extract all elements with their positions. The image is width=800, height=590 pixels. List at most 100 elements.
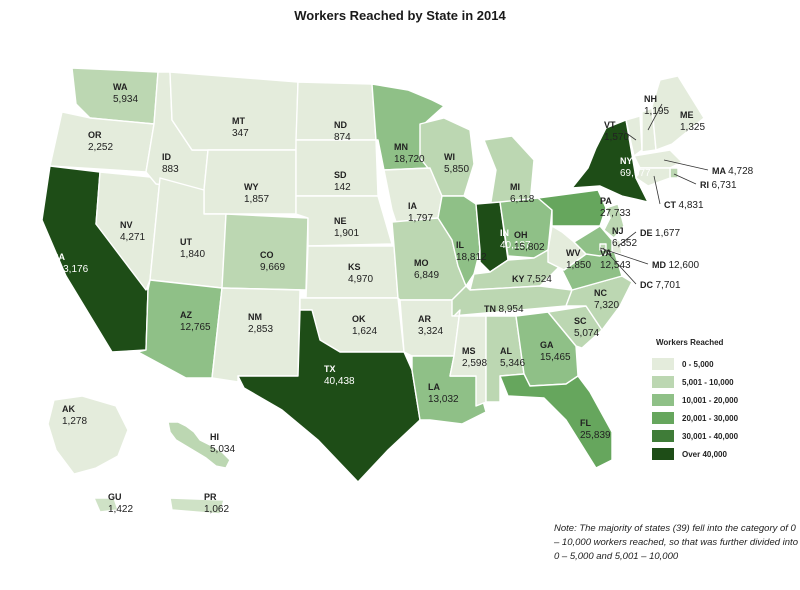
legend-swatch [652, 448, 674, 460]
state-abbr-tx: TX [324, 364, 336, 374]
state-value-ms: 2,598 [462, 358, 487, 369]
state-abbr-la: LA [428, 382, 440, 392]
state-label-ct: CT 4,831 [664, 200, 704, 211]
state-value-co: 9,669 [260, 262, 285, 273]
state-label-md: MD 12,600 [652, 260, 700, 271]
state-abbr-ms: MS [462, 346, 476, 356]
state-nj [603, 203, 625, 239]
legend-swatch [652, 376, 674, 388]
state-abbr-or: OR [88, 130, 102, 140]
state-label-dc: DC 7,701 [640, 280, 681, 291]
state-value-tx: 40,438 [324, 376, 355, 387]
state-abbr-mn: MN [394, 142, 408, 152]
state-value-ga: 15,465 [540, 352, 571, 363]
state-abbr-ak: AK [62, 404, 75, 414]
state-abbr-nh: NH [644, 94, 657, 104]
state-value-ca: 243,176 [52, 264, 89, 275]
legend-swatch [652, 394, 674, 406]
state-label-ky: KY 7,524 [512, 274, 552, 285]
leader-line-nh [647, 103, 663, 131]
state-abbr-ny: NY [620, 156, 633, 166]
legend-label: 20,001 - 30,000 [682, 413, 739, 423]
state-wy [203, 149, 297, 215]
state-abbr-nc: NC [594, 288, 607, 298]
state-label-de: DE 1,677 [640, 228, 680, 239]
state-value-fl: 25,839 [580, 430, 611, 441]
map-title: Workers Reached by State in 2014 [294, 8, 506, 23]
state-abbr-ar: AR [418, 314, 431, 324]
state-value-nc: 7,320 [594, 300, 619, 311]
state-abbr-sd: SD [334, 170, 347, 180]
legend-item: 10,001 - 20,000 [652, 391, 762, 409]
state-abbr-fl: FL [580, 418, 591, 428]
legend-label: 5,001 - 10,000 [682, 377, 734, 387]
state-ks [305, 245, 399, 299]
state-ct [635, 167, 671, 187]
state-value-ny: 69,677 [620, 168, 651, 179]
state-abbr-il: IL [456, 240, 465, 250]
legend-title: Workers Reached [656, 338, 724, 347]
state-value-vt: 1,570 [604, 132, 629, 143]
legend-swatch [652, 412, 674, 424]
state-value-pa: 27,733 [600, 208, 631, 219]
state-abbr-ks: KS [348, 262, 361, 272]
state-ny [571, 119, 649, 203]
state-value-sc: 5,074 [574, 328, 599, 339]
leader-line-vt [621, 129, 637, 141]
state-value-mt: 347 [232, 128, 249, 139]
state-abbr-ia: IA [408, 201, 418, 211]
legend-label: 10,001 - 20,000 [682, 395, 739, 405]
state-value-ut: 1,840 [180, 249, 205, 260]
state-value-wv: 1,850 [566, 260, 591, 271]
state-abbr-nd: ND [334, 120, 347, 130]
state-label-tn: TN 8,954 [484, 304, 524, 315]
legend-item: 0 - 5,000 [652, 355, 762, 373]
state-value-ar: 3,324 [418, 326, 443, 337]
state-abbr-wv: WV [566, 248, 581, 258]
state-abbr-mt: MT [232, 116, 245, 126]
state-abbr-ne: NE [334, 216, 347, 226]
state-value-al: 5,346 [500, 358, 525, 369]
state-abbr-oh: OH [514, 230, 528, 240]
state-abbr-va: VA [600, 248, 612, 258]
legend-item: Over 40,000 [652, 445, 762, 463]
state-abbr-hi: HI [210, 432, 219, 442]
state-value-sd: 142 [334, 182, 351, 193]
state-abbr-ga: GA [540, 340, 554, 350]
state-nm [211, 287, 301, 383]
state-ma [633, 149, 683, 169]
state-value-ks: 4,970 [348, 274, 373, 285]
state-abbr-ok: OK [352, 314, 366, 324]
leader-line-ct [653, 175, 661, 205]
state-il [437, 195, 481, 287]
legend-swatch [652, 430, 674, 442]
state-value-ne: 1,901 [334, 228, 359, 239]
state-value-wy: 1,857 [244, 194, 269, 205]
state-abbr-in: IN [500, 228, 509, 238]
legend: Workers Reached 0 - 5,000 5,001 - 10,000 1… [652, 338, 762, 463]
state-abbr-wy: WY [244, 182, 259, 192]
state-value-ak: 1,278 [62, 416, 87, 427]
state-abbr-nj: NJ [612, 226, 624, 236]
state-value-me: 1,325 [680, 122, 705, 133]
state-pr [169, 497, 225, 515]
state-ri [669, 167, 679, 179]
state-value-nh: 1,195 [644, 106, 669, 117]
state-hi [167, 421, 231, 469]
state-abbr-ut: UT [180, 237, 192, 247]
state-value-az: 12,765 [180, 322, 211, 333]
state-abbr-id: ID [162, 152, 172, 162]
legend-label: 0 - 5,000 [682, 359, 714, 369]
leader-line-ri [673, 173, 697, 185]
state-abbr-nm: NM [248, 312, 262, 322]
state-value-va: 12,543 [600, 260, 631, 271]
state-abbr-pa: PA [600, 196, 612, 206]
state-abbr-sc: SC [574, 316, 587, 326]
state-value-il: 18,812 [456, 252, 487, 263]
leader-line-md [599, 247, 649, 265]
state-tn [451, 285, 573, 317]
state-label-ri: RI 6,731 [700, 180, 737, 191]
state-value-gu: 1,422 [108, 504, 133, 515]
state-label-ma: MA 4,728 [712, 166, 754, 177]
state-abbr-pr: PR [204, 492, 217, 502]
